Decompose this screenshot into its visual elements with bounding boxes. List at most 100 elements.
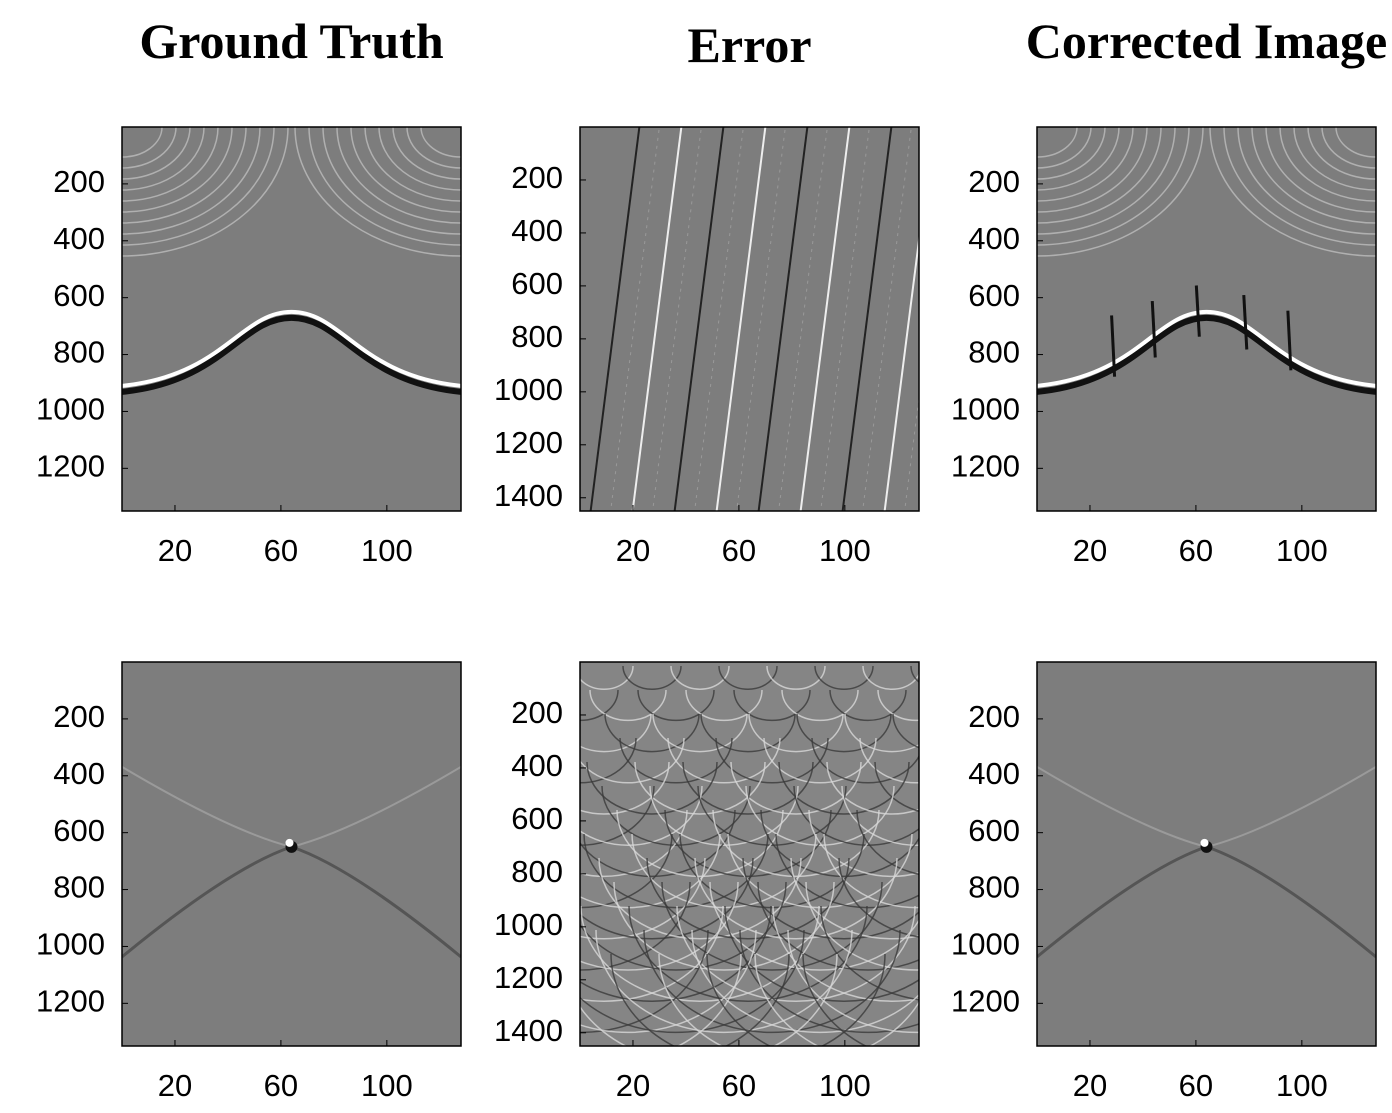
wavefront [787,929,919,1034]
point-source [1200,838,1209,847]
x-tick-label: 100 [361,1068,413,1103]
panel: 20 60 100 200 400 600 800 1000 1200 [951,661,1377,1103]
wavefront [667,737,781,784]
streak [694,127,744,511]
wavefront [580,713,652,753]
wavefront [580,785,655,846]
wavefront [700,713,796,753]
axes-frame [121,661,462,1047]
y-tick-label: 1200 [951,984,1020,1019]
wavefront [580,809,688,878]
wavefront [838,857,919,938]
wavefront [589,689,667,722]
x-tick-label: 20 [1073,533,1107,568]
wavefront [580,905,820,1002]
wavefront [829,689,907,722]
y-tick-label: 600 [968,813,1020,848]
wavefront [580,953,838,1046]
wavefront [760,809,919,878]
image-texture [122,766,461,959]
wavefront [664,809,832,878]
panel-title: Error [687,17,811,73]
streak [883,232,919,511]
y-tick-label: 200 [968,699,1020,734]
y-tick-label: 800 [968,335,1020,370]
wavefront [697,785,847,846]
wavefront [778,761,910,815]
wavefront [682,761,814,815]
panel: 20 60 100 200 400 600 800 1000 1200 1400 [494,642,920,1103]
image [580,662,919,1046]
wavefront [649,785,799,846]
wavefront [763,737,877,784]
wavefront [727,833,913,909]
streak [736,127,786,511]
wavefront [601,785,751,846]
streak [610,127,660,511]
wavefront [715,737,829,784]
wavefront [610,953,886,1046]
image-texture [1037,127,1376,395]
y-tick-label: 1000 [494,372,563,407]
wavefront [790,857,919,940]
wavefront [631,833,817,909]
wavefront [856,809,919,875]
x-tick-label: 60 [264,533,298,568]
axes-frame [1036,661,1377,1047]
wavefront [628,905,868,1002]
x-tick-label: 60 [722,1068,756,1103]
panel: Error 20 60 100 200 400 600 800 1000 1200 1400 [494,17,920,568]
axes-frame [121,126,462,512]
panel-title: Corrected Image [1026,13,1387,69]
axes-frame [579,126,920,512]
image [122,662,461,1046]
y-tick-label: 200 [53,164,105,199]
y-tick-label: 400 [53,756,105,791]
streak [841,127,893,511]
streak [673,127,725,511]
wavefront [634,761,766,815]
y-tick-label: 1000 [951,392,1020,427]
point-source [285,838,294,847]
wavefront [844,713,919,753]
y-tick-label: 600 [53,278,105,313]
y-tick-label: 1200 [494,960,563,995]
y-tick-label: 600 [511,801,563,836]
wavefront [841,785,919,846]
wavefront [766,665,826,690]
y-tick-label: 1000 [494,907,563,942]
panel: Corrected Image 20 60 100 200 400 600 800 1000 12… [951,13,1387,568]
wavefront [580,929,709,1034]
wavefront [580,785,703,846]
wavefront [580,905,724,1002]
streak [631,127,683,511]
wavefront [646,857,850,940]
streak [799,127,851,511]
wavefront [580,833,721,909]
wavefront [643,929,901,1034]
wavefront [802,953,868,1046]
wavefront [808,809,919,878]
wavefront [580,857,754,940]
reflector [1037,314,1376,395]
wavefront [560,642,600,658]
x-tick-label: 20 [158,1068,192,1103]
wavefront [874,761,919,812]
wavefront [580,929,757,1034]
wavefront [604,713,700,753]
y-tick-label: 400 [53,221,105,256]
wavefront [676,905,916,1002]
wavefront [580,809,736,878]
streak [589,127,641,511]
y-tick-label: 200 [968,164,1020,199]
wavefront [724,905,919,1002]
wavefront [733,689,811,722]
x-tick-label: 60 [264,1068,298,1103]
spike [1242,295,1249,350]
wavefront [694,857,898,940]
wavefront [742,857,919,940]
wavefront [848,642,888,658]
wavefront [580,857,706,940]
wavefront [595,929,853,1034]
